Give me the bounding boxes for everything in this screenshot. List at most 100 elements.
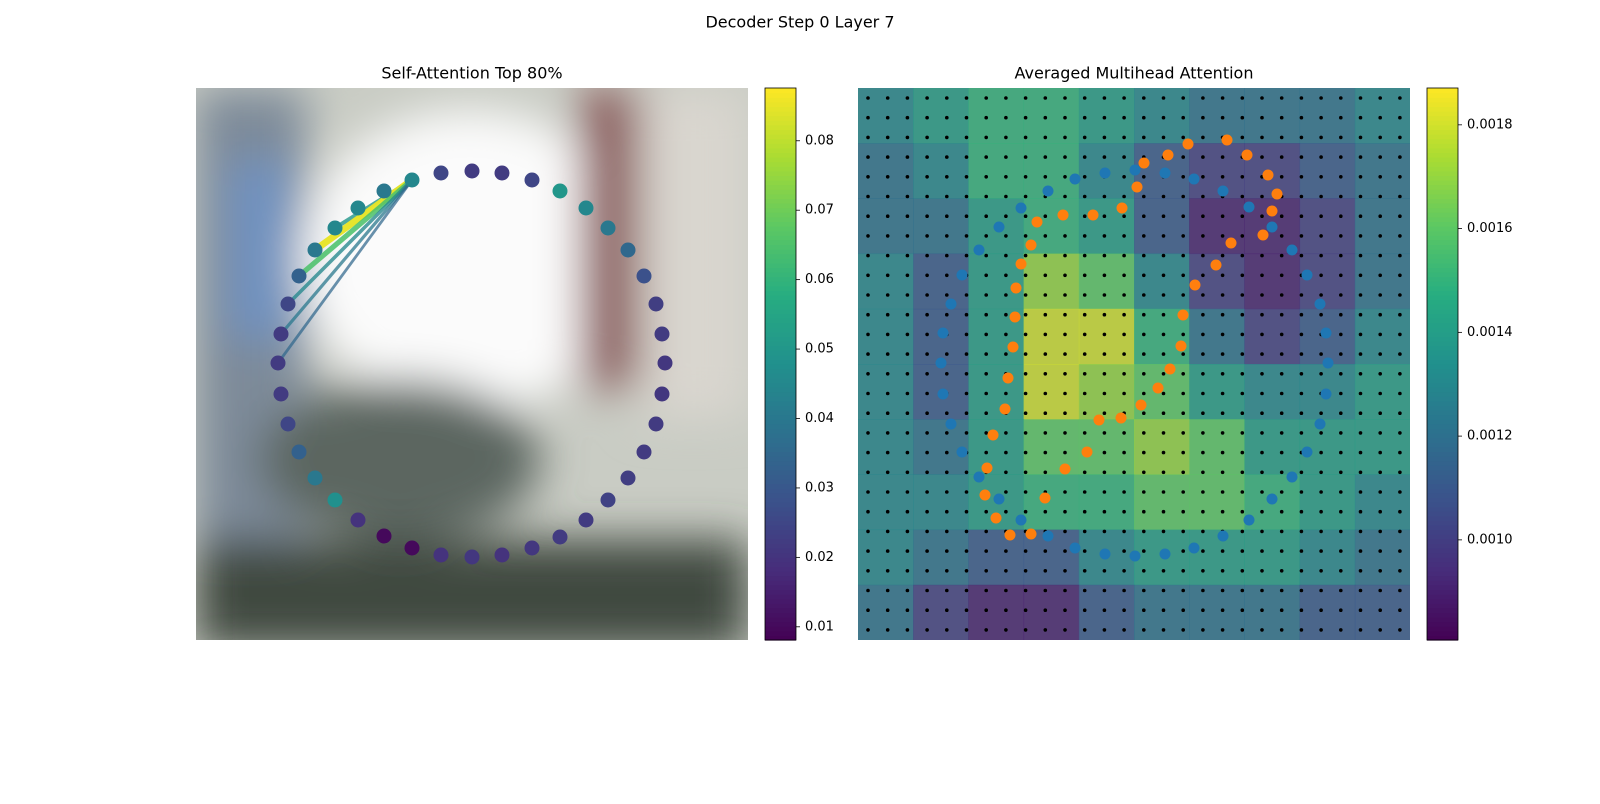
sample-dot xyxy=(1319,194,1323,199)
sample-dot xyxy=(1319,175,1323,179)
sample-dot xyxy=(1398,608,1402,612)
colorbar-slice xyxy=(765,479,796,485)
sample-dot xyxy=(1023,628,1028,632)
point xyxy=(1081,446,1093,458)
sample-dot xyxy=(1122,628,1126,632)
point xyxy=(1015,514,1027,526)
heatmap-cell xyxy=(1023,364,1080,420)
colorbar-slice xyxy=(1427,92,1458,98)
colorbar-tick-label: 0.04 xyxy=(805,411,834,426)
sample-dot xyxy=(1339,293,1343,297)
sample-dot xyxy=(945,175,949,179)
sample-dot xyxy=(1043,273,1048,278)
point xyxy=(654,386,670,402)
sample-dot xyxy=(1398,155,1402,159)
sample-dot xyxy=(1122,332,1126,337)
sample-dot xyxy=(1220,470,1225,475)
point xyxy=(1217,185,1229,197)
sample-dot xyxy=(866,115,870,120)
sample-dot xyxy=(1043,391,1048,396)
colorbar-slice xyxy=(765,442,796,448)
point xyxy=(956,269,968,281)
colorbar-slice xyxy=(765,433,796,439)
sample-dot xyxy=(1339,312,1343,317)
point xyxy=(1069,173,1081,185)
sample-dot xyxy=(1142,588,1146,593)
sample-dot xyxy=(1319,608,1323,612)
sample-dot xyxy=(1358,411,1363,416)
heatmap-cell xyxy=(913,198,969,255)
sample-dot xyxy=(1260,135,1264,140)
sample-dot xyxy=(1122,509,1126,514)
colorbar-slice xyxy=(1427,180,1458,186)
heatmap-cell xyxy=(1023,474,1080,531)
sample-dot xyxy=(1339,155,1343,159)
sample-dot xyxy=(1398,509,1402,514)
sample-dot xyxy=(1201,352,1205,356)
sample-dot xyxy=(1398,273,1402,278)
sample-dot xyxy=(1181,175,1185,179)
colorbar-slice xyxy=(1427,575,1458,581)
point xyxy=(1175,340,1187,352)
sample-dot xyxy=(925,529,929,534)
sample-dot xyxy=(866,391,870,396)
sample-dot xyxy=(984,253,988,258)
point xyxy=(327,492,343,508)
colorbar-slice xyxy=(1427,617,1458,623)
colorbar-slice xyxy=(765,354,796,360)
heatmap-cell xyxy=(858,198,914,255)
sample-dot xyxy=(885,332,890,337)
colorbar-frame xyxy=(764,87,797,641)
point xyxy=(987,429,999,441)
sample-dot xyxy=(1043,431,1048,435)
heatmap-cell xyxy=(858,143,914,199)
sample-dot xyxy=(1339,608,1343,612)
point xyxy=(552,183,568,199)
colorbar-slice xyxy=(765,304,796,310)
colorbar-slice xyxy=(1427,166,1458,172)
sample-dot xyxy=(1378,509,1382,514)
sample-dot xyxy=(866,194,870,199)
point xyxy=(1266,493,1278,505)
point xyxy=(1002,372,1014,384)
heatmap-cell xyxy=(1189,308,1245,365)
sample-dot xyxy=(1023,312,1028,317)
sample-dot xyxy=(984,411,988,416)
colorbar-slice xyxy=(765,423,796,429)
colorbar-slice xyxy=(765,446,796,452)
sample-dot xyxy=(1240,234,1245,238)
colorbar-slice xyxy=(765,212,796,218)
sample-dot xyxy=(945,293,949,297)
colorbar-slice xyxy=(1427,419,1458,425)
colorbar-slice xyxy=(1427,235,1458,241)
sample-dot xyxy=(945,569,949,573)
sample-dot xyxy=(1339,175,1343,179)
sample-dot xyxy=(1181,628,1185,632)
colorbar-slice xyxy=(1427,446,1458,452)
point xyxy=(1286,471,1298,483)
sample-dot xyxy=(984,293,988,297)
sample-dot xyxy=(1279,214,1284,218)
colorbar-slice xyxy=(765,138,796,144)
sample-dot xyxy=(1260,509,1264,514)
sample-dot xyxy=(1004,115,1008,120)
point xyxy=(376,528,392,544)
attention-line xyxy=(279,178,414,336)
sample-dot xyxy=(984,312,988,317)
point xyxy=(636,444,652,460)
heatmap-cell xyxy=(858,419,914,475)
point xyxy=(291,444,307,460)
sample-dot xyxy=(1378,214,1382,218)
sample-dot xyxy=(1122,549,1126,553)
sample-dot xyxy=(866,96,870,100)
sample-dot xyxy=(1161,273,1166,278)
sample-dot xyxy=(1063,253,1067,258)
sample-dot xyxy=(1082,411,1087,416)
colorbar-slice xyxy=(765,557,796,563)
sample-dot xyxy=(1004,549,1008,553)
sample-dot xyxy=(1122,352,1126,356)
sample-dot xyxy=(1339,253,1343,258)
sample-dot xyxy=(885,372,890,376)
colorbar-slice xyxy=(1427,111,1458,117)
sample-dot xyxy=(1142,194,1146,199)
